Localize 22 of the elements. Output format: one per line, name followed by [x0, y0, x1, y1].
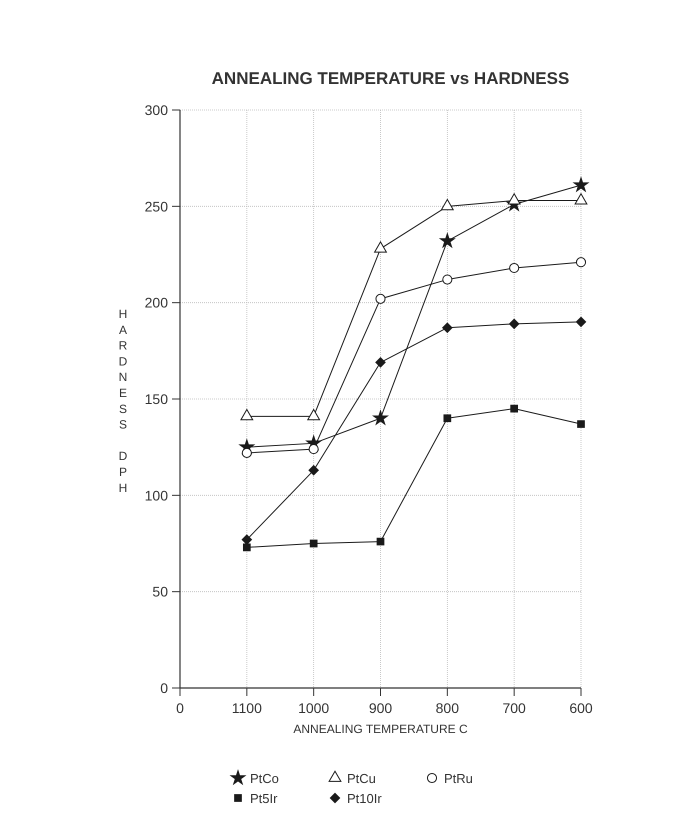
- x-tick-label: 0: [176, 700, 184, 716]
- y-tick-label: 0: [160, 680, 168, 696]
- y-tick-label: 300: [144, 102, 168, 118]
- x-tick-label: 900: [368, 700, 392, 716]
- y-tick-label: 100: [144, 487, 168, 504]
- x-axis-title: ANNEALING TEMPERATURE C: [293, 722, 468, 736]
- x-tick-label: 600: [569, 700, 593, 716]
- legend-label: PtCu: [347, 771, 376, 786]
- x-tick-label: 1000: [298, 700, 330, 716]
- x-tick-label: 800: [436, 700, 460, 716]
- legend-label: Pt10Ir: [347, 791, 382, 806]
- chart-title: ANNEALING TEMPERATURE vs HARDNESS: [212, 69, 570, 88]
- legend-label: PtCo: [250, 771, 279, 786]
- y-tick-label: 200: [144, 294, 168, 311]
- legend-label: Pt5Ir: [250, 791, 278, 806]
- text: HARDNESS DPH: [118, 307, 128, 495]
- legend-label: PtRu: [444, 771, 473, 786]
- y-tick-label: 150: [144, 391, 168, 407]
- y-tick-label: 50: [152, 584, 168, 600]
- x-tick-label: 1100: [232, 700, 262, 716]
- y-tick-label: 250: [144, 198, 168, 214]
- x-tick-label: 700: [502, 700, 526, 716]
